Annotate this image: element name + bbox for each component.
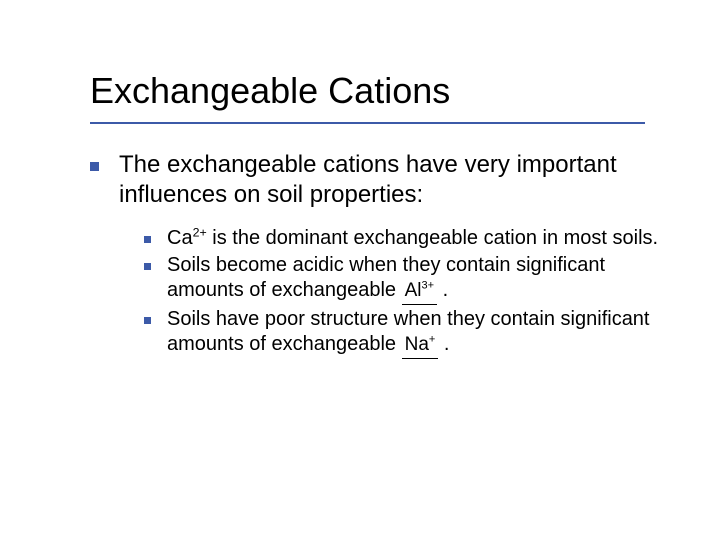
fill-blank: Na+ (402, 332, 439, 359)
slide: { "title": "Exchangeable Cations", "intr… (0, 0, 720, 540)
item-pre: Soils become acidic when they contain si… (167, 254, 605, 301)
content: The exchangeable cations have very impor… (0, 124, 720, 359)
square-bullet-icon (144, 317, 151, 324)
title-wrap: Exchangeable Cations (0, 0, 720, 112)
slide-title: Exchangeable Cations (90, 70, 720, 112)
blank-fill: Na (405, 334, 429, 355)
item-post: is the dominant exchangeable cation in m… (207, 227, 658, 249)
item-text: Soils have poor structure when they cont… (167, 307, 660, 359)
square-bullet-icon (90, 162, 99, 171)
intro-text: The exchangeable cations have very impor… (119, 150, 660, 210)
blank-sup: 3+ (422, 279, 435, 291)
list-item: Soils become acidic when they contain si… (144, 253, 660, 305)
square-bullet-icon (144, 263, 151, 270)
intro-item: The exchangeable cations have very impor… (90, 150, 660, 210)
list-item: Ca2+ is the dominant exchangeable cation… (144, 226, 660, 251)
blank-sup: + (429, 333, 435, 345)
blank-fill: Al (405, 280, 422, 301)
item-text: Ca2+ is the dominant exchangeable cation… (167, 226, 658, 251)
item-sup: 2+ (193, 225, 207, 239)
item-post: . (438, 333, 449, 355)
square-bullet-icon (144, 236, 151, 243)
list-item: Soils have poor structure when they cont… (144, 307, 660, 359)
fill-blank: Al3+ (402, 278, 437, 305)
item-pre: Ca (167, 227, 193, 249)
item-post: . (437, 279, 448, 301)
item-text: Soils become acidic when they contain si… (167, 253, 660, 305)
sublist: Ca2+ is the dominant exchangeable cation… (90, 220, 660, 359)
